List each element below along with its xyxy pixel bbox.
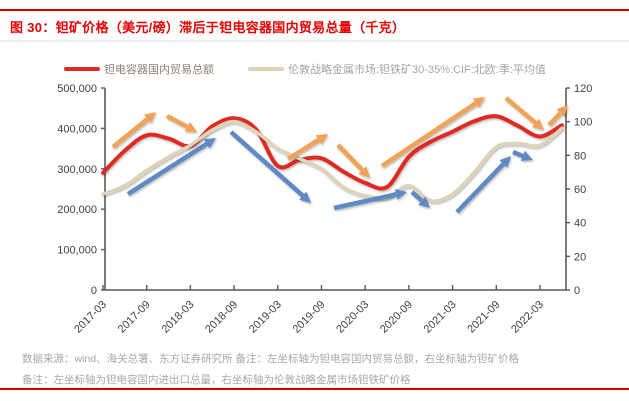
- x-tick-label: 2018-09: [203, 299, 240, 336]
- trend-arrow-orange: [504, 96, 544, 130]
- y-right-tick-label: 40: [574, 218, 586, 230]
- trend-arrow-orange: [165, 114, 197, 132]
- trend-arrow-orange: [286, 134, 328, 161]
- trend-arrow-blue: [455, 156, 511, 214]
- x-tick-label: 2022-03: [509, 299, 546, 336]
- x-tick-label: 2018-03: [159, 299, 196, 336]
- y-left-tick-label: 200,000: [57, 204, 97, 216]
- bottom-red-rule: [0, 388, 629, 390]
- y-right-tick-label: 80: [574, 150, 586, 162]
- x-tick-label: 2019-09: [291, 299, 328, 336]
- trend-arrow-blue: [333, 188, 407, 211]
- legend-item-trade: 钽电容器国内贸易总额: [64, 61, 214, 77]
- x-tick-label: 2017-03: [72, 299, 109, 336]
- trend-arrow-blue: [410, 190, 430, 208]
- figure-title: 图 30：钽矿价格（美元/磅）滞后于钽电容器国内贸易总量（千克）: [10, 20, 406, 35]
- footnote-source: 数据来源：wind、海关总署、东方证券研究所 备注：左坐标轴为钽电容国内贸易总额…: [22, 353, 520, 365]
- title-divider: [0, 40, 629, 42]
- y-left-tick-label: 100,000: [57, 245, 97, 257]
- series-right-line: [101, 119, 564, 203]
- x-tick-label: 2019-03: [247, 299, 284, 336]
- x-tick-label: 2017-09: [116, 299, 153, 336]
- y-left-tick-label: 300,000: [57, 164, 97, 176]
- trend-arrow-orange: [111, 112, 156, 149]
- top-red-rule: [0, 9, 629, 11]
- trend-arrow-orange: [380, 97, 485, 168]
- trend-arrow-blue: [229, 130, 311, 203]
- y-right-tick-label: 20: [574, 251, 586, 263]
- legend-label-trade: 钽电容器国内贸易总额: [104, 64, 214, 76]
- trend-arrow-blue: [126, 138, 216, 196]
- y-right-tick-label: 120: [574, 83, 592, 95]
- x-tick-label: 2021-09: [465, 299, 502, 336]
- chart-legend: 钽电容器国内贸易总额 伦敦战略金属市场:钽铁矿30-35%:CIF:北欧:季:平…: [64, 61, 546, 77]
- trend-arrow-blue: [512, 149, 533, 162]
- y-right-tick-label: 60: [574, 184, 586, 196]
- x-tick-label: 2020-03: [334, 299, 371, 336]
- footnote-remark: 备注：左坐标轴为钽电容国内进出口总量，右坐标轴为伦敦战略金属市场钽铁矿价格: [22, 374, 411, 386]
- y-left-tick-label: 0: [91, 285, 97, 297]
- legend-label-price: 伦敦战略金属市场:钽铁矿30-35%:CIF:北欧:季:平均值: [288, 64, 546, 76]
- trend-arrow-orange: [547, 105, 568, 127]
- y-left-tick-label: 500,000: [57, 83, 97, 95]
- figure-footnotes: 数据来源：wind、海关总署、东方证券研究所 备注：左坐标轴为钽电容国内贸易总额…: [22, 349, 519, 391]
- x-tick-label: 2021-03: [422, 299, 459, 336]
- legend-swatch-beige: [248, 67, 284, 71]
- legend-item-price: 伦敦战略金属市场:钽铁矿30-35%:CIF:北欧:季:平均值: [248, 61, 546, 77]
- trend-arrow-orange: [336, 143, 370, 178]
- y-right-tick-label: 100: [574, 117, 592, 129]
- legend-swatch-red: [64, 67, 100, 71]
- x-tick-label: 2020-09: [378, 299, 415, 336]
- series-left-line: [101, 114, 564, 191]
- y-left-tick-label: 400,000: [57, 123, 97, 135]
- y-right-tick-label: 0: [574, 285, 580, 297]
